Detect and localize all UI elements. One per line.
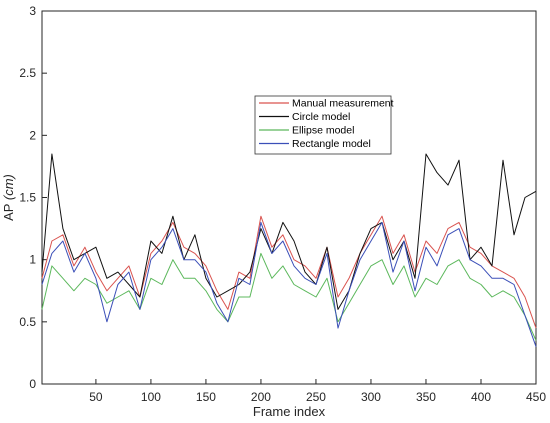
y-axis-label: AP (cm) bbox=[1, 174, 16, 221]
y-tick-label: 3 bbox=[29, 4, 36, 18]
x-tick-label: 250 bbox=[306, 390, 326, 404]
x-tick-label: 350 bbox=[416, 390, 436, 404]
x-tick-label: 300 bbox=[361, 390, 381, 404]
x-axis-label: Frame index bbox=[253, 404, 326, 419]
y-axis-label-main: AP bbox=[1, 200, 16, 221]
x-tick-label: 400 bbox=[471, 390, 491, 404]
x-tick-label: 50 bbox=[89, 390, 103, 404]
x-ticks: 50 100 150 200 250 300 350 400 450 bbox=[89, 379, 546, 404]
x-tick-label: 100 bbox=[141, 390, 161, 404]
y-ticks: 0 0.5 1 1.5 2 2.5 3 bbox=[19, 4, 47, 391]
y-tick-label: 2 bbox=[29, 128, 36, 142]
x-tick-label: 150 bbox=[196, 390, 216, 404]
series-lines bbox=[41, 153, 537, 347]
y-tick-label: 1 bbox=[29, 253, 36, 267]
y-tick-label: 0 bbox=[29, 377, 36, 391]
series-line bbox=[41, 221, 537, 347]
legend-box bbox=[254, 95, 392, 155]
legend-label: Manual measurement bbox=[292, 98, 394, 110]
y-axis-label-unit: (cm) bbox=[1, 174, 16, 200]
series-line bbox=[41, 252, 537, 341]
y-tick-label: 1.5 bbox=[19, 191, 36, 205]
series-line bbox=[41, 215, 537, 329]
legend-label: Circle model bbox=[292, 111, 350, 123]
legend-label: Rectangle model bbox=[292, 138, 371, 150]
y-tick-label: 2.5 bbox=[19, 66, 36, 80]
legend-label: Ellipse model bbox=[292, 125, 354, 137]
x-tick-label: 200 bbox=[251, 390, 271, 404]
plot-area bbox=[41, 10, 537, 385]
x-tick-label: 450 bbox=[526, 390, 546, 404]
y-tick-label: 0.5 bbox=[19, 315, 36, 329]
